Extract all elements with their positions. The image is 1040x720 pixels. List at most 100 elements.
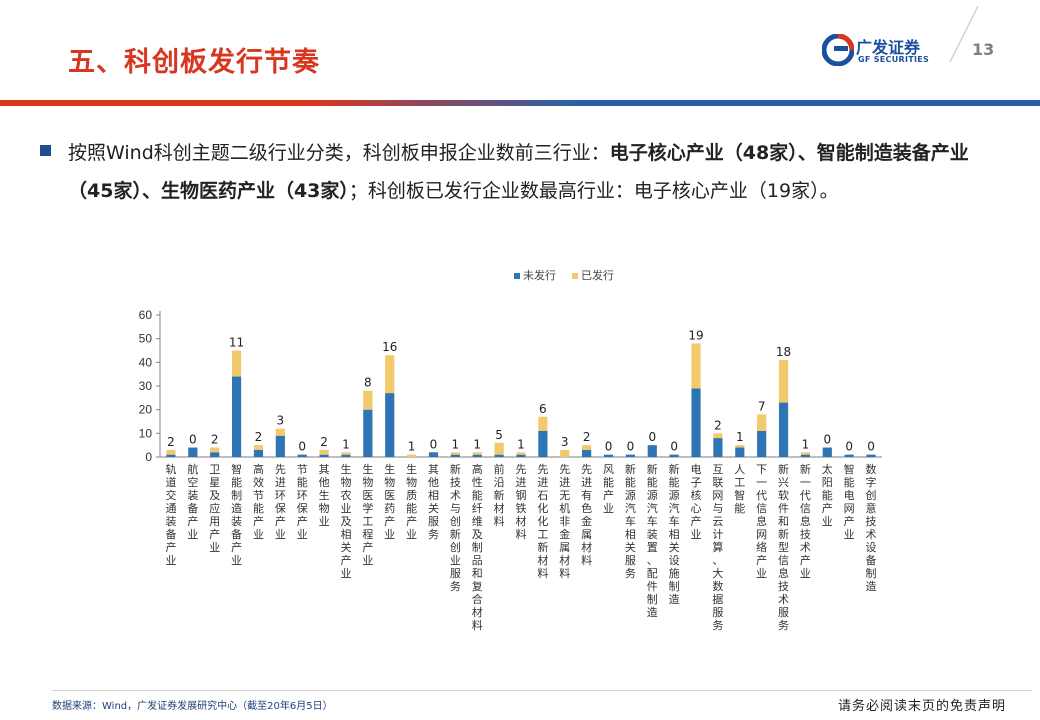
bar-data-label: 0 [648, 430, 656, 444]
data-source-note: 数据来源：Wind，广发证券发展研究中心（截至20年6月5日） [52, 701, 333, 712]
bar-issued [757, 414, 767, 431]
bar-unissued [516, 454, 526, 457]
bar-data-label: 0 [298, 440, 306, 454]
x-category-label: 其他生物业 [319, 463, 330, 528]
bar-issued [494, 442, 504, 455]
bar-unissued [538, 430, 548, 457]
bar-data-label: 18 [776, 345, 791, 359]
bar-unissued [188, 447, 198, 457]
x-category-label: 高效节能产业 [253, 462, 264, 541]
summary-text-part1: 按照Wind科创主题二级行业分类，科创板申报企业数前三行业： [68, 142, 610, 164]
bar-unissued [603, 454, 614, 457]
summary-text-part2: ；科创板已发行企业数最高行业：电子核心产业（19家）。 [348, 180, 839, 202]
bar-unissued [582, 449, 592, 457]
bar-data-label: 8 [364, 376, 372, 390]
bar-unissued [428, 452, 439, 457]
bar-issued [210, 447, 220, 453]
bar-data-label: 3 [277, 414, 285, 428]
bar-data-label: 0 [867, 440, 875, 454]
bar-issued [166, 449, 176, 455]
bar-issued [691, 343, 701, 389]
y-tick-label: 20 [139, 403, 153, 417]
x-category-label: 轨道交通装备产业 [165, 462, 176, 567]
x-category-label: 人工智能 [734, 463, 745, 515]
bar-unissued [231, 376, 242, 457]
bar-unissued [450, 454, 460, 457]
logo-text-en: GF SECURITIES [858, 55, 930, 64]
y-tick-label: 60 [139, 308, 153, 322]
x-category-label: 先进环保产业 [275, 463, 286, 541]
bar-data-label: 2 [167, 435, 175, 449]
bar-data-label: 2 [714, 418, 722, 432]
bar-unissued [669, 454, 679, 457]
x-category-label: 电子核心产业 [691, 463, 702, 541]
bar-data-label: 2 [255, 430, 263, 444]
summary-paragraph: 按照Wind科创主题二级行业分类，科创板申报企业数前三行业：电子核心产业（48家… [68, 134, 1008, 210]
bar-data-label: 2 [583, 430, 591, 444]
bar-unissued [757, 430, 767, 457]
x-category-label: 航空装备产业 [187, 462, 198, 541]
bar-unissued [800, 454, 811, 457]
bar-issued [319, 449, 329, 455]
bar-data-label: 0 [430, 437, 438, 451]
bar-data-label: 3 [561, 435, 569, 449]
bar-issued [472, 452, 482, 455]
bar-unissued [253, 449, 264, 457]
bar-data-label: 0 [823, 433, 831, 447]
bar-unissued [822, 447, 832, 457]
page-number: 13 [972, 40, 995, 59]
legend-label-issued: 已发行 [581, 268, 614, 282]
bar-unissued [691, 388, 701, 457]
bar-data-label: 1 [408, 440, 416, 454]
bar-issued [407, 454, 417, 457]
bar-issued [560, 449, 570, 457]
x-category-label: 生物医学工程产业 [362, 462, 373, 567]
bar-unissued [472, 454, 482, 457]
x-category-label: 智能电网产业 [844, 462, 855, 541]
header-divider-slash [949, 6, 979, 63]
bar-data-label: 0 [670, 440, 678, 454]
bar-data-label: 0 [627, 440, 635, 454]
bar-unissued [625, 454, 635, 457]
bar-unissued [166, 454, 176, 457]
company-logo: 广发证券 GF SECURITIES [822, 34, 942, 74]
y-tick-label: 0 [145, 450, 152, 464]
bar-issued [713, 433, 723, 439]
x-category-label: 卫星及应用产业 [209, 463, 220, 554]
bar-unissued [341, 454, 351, 457]
bar-unissued [297, 454, 307, 457]
bar-data-label: 1 [802, 437, 810, 451]
bar-unissued [319, 454, 329, 457]
logo-text-cn: 广发证券 [856, 38, 921, 57]
bar-unissued [210, 452, 220, 457]
bar-data-label: 1 [517, 437, 525, 451]
bar-data-label: 1 [342, 437, 350, 451]
bar-issued [275, 428, 285, 436]
page-title: 五、科创板发行节奏 [68, 47, 320, 78]
footer-divider [52, 690, 1032, 691]
bar-issued [450, 452, 460, 455]
bar-issued [341, 452, 351, 455]
x-category-label: 生物质能产业 [406, 462, 417, 541]
x-category-label: 新能源汽车相关设施制造 [669, 462, 680, 606]
bar-issued [253, 445, 264, 450]
bar-issued [735, 445, 745, 448]
bar-unissued [866, 454, 876, 457]
bar-unissued [778, 402, 789, 457]
x-category-label: 先进石化化工新材料 [537, 463, 548, 580]
bar-unissued [647, 445, 657, 457]
x-category-label: 下一代信息网络产业 [756, 463, 767, 580]
x-category-label: 互联网与云计算、大数据服务 [712, 463, 723, 632]
header-color-bar [0, 100, 1040, 106]
bar-issued [363, 390, 373, 410]
bar-data-label: 0 [605, 440, 613, 454]
bar-data-label: 11 [229, 336, 244, 350]
x-category-label: 先进无机非金属材料 [559, 463, 570, 580]
bar-data-label: 0 [845, 440, 853, 454]
y-tick-label: 50 [139, 332, 153, 346]
x-category-label: 新一代信息技术产业 [800, 462, 811, 580]
bullet-square-icon [40, 145, 51, 156]
bar-data-label: 7 [758, 399, 766, 413]
bar-unissued [735, 447, 745, 457]
